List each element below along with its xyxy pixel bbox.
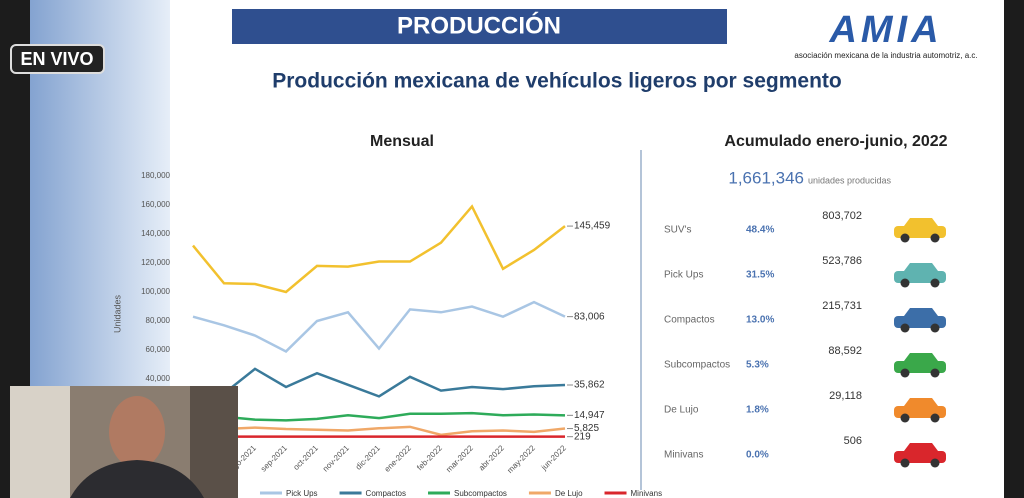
car-icon: [904, 218, 938, 226]
car-icon: [904, 263, 938, 271]
segment-label: SUV's: [664, 225, 691, 236]
segment-share: 5.3%: [746, 360, 769, 371]
segment-units: 803,702: [822, 210, 862, 222]
y-tick-label: 140,000: [141, 229, 170, 238]
segment-share: 1.8%: [746, 405, 769, 416]
car-icon: [904, 353, 938, 361]
y-tick-label: 180,000: [141, 171, 170, 180]
data-label: 35,862: [574, 380, 605, 391]
segment-units: 88,592: [828, 345, 862, 357]
car-wheel: [930, 413, 940, 423]
segment-share: 31.5%: [746, 270, 774, 281]
y-tick-label: 160,000: [141, 200, 170, 209]
segment-label: Minivans: [664, 450, 703, 461]
series-line: [192, 367, 566, 398]
car-wheel: [900, 323, 910, 333]
car-icon: [904, 443, 938, 451]
data-label: 14,947: [574, 410, 605, 421]
section-banner: [232, 9, 727, 44]
webcam-background: [190, 386, 238, 498]
car-wheel: [930, 458, 940, 468]
segment-label: Compactos: [664, 315, 715, 326]
car-wheel: [930, 368, 940, 378]
segment-label: Pick Ups: [664, 270, 703, 281]
segment-share: 48.4%: [746, 225, 774, 236]
series-line: [192, 411, 566, 422]
series-line: [192, 300, 566, 353]
segment-share: 0.0%: [746, 450, 769, 461]
legend-label: Pick Ups: [286, 489, 318, 498]
car-wheel: [930, 278, 940, 288]
y-axis-label: Unidades: [112, 294, 122, 333]
series-line: [192, 204, 566, 294]
data-label: 145,459: [574, 221, 611, 232]
logo-caption: asociación mexicana de la industria auto…: [794, 51, 977, 60]
segment-units: 506: [844, 435, 862, 447]
car-wheel: [900, 233, 910, 243]
car-wheel: [930, 233, 940, 243]
summary-total: 1,661,346: [728, 168, 804, 187]
webcam-person: [70, 460, 204, 498]
segment-label: De Lujo: [664, 405, 699, 416]
car-wheel: [930, 323, 940, 333]
data-label: 219: [574, 431, 591, 442]
car-icon: [904, 308, 938, 316]
legend-label: Minivans: [631, 489, 663, 498]
car-wheel: [900, 458, 910, 468]
live-badge-text: EN VIVO: [20, 49, 93, 69]
car-icon: [904, 398, 938, 406]
segment-units: 523,786: [822, 255, 862, 267]
webcam-inset: [10, 386, 238, 498]
y-tick-label: 80,000: [146, 316, 171, 325]
series-line: [192, 425, 566, 437]
legend-label: Subcompactos: [454, 489, 507, 498]
y-tick-label: 120,000: [141, 258, 170, 267]
segment-units: 29,118: [829, 390, 862, 402]
webcam-background: [10, 386, 70, 498]
legend-label: De Lujo: [555, 489, 583, 498]
segment-label: Subcompactos: [664, 360, 730, 371]
y-tick-label: 40,000: [146, 374, 171, 383]
segment-units: 215,731: [822, 300, 862, 312]
section-title: PRODUCCIÓN: [397, 11, 561, 39]
car-wheel: [900, 413, 910, 423]
legend-label: Compactos: [366, 489, 406, 498]
car-wheel: [900, 278, 910, 288]
summary-total-caption: unidades producidas: [808, 175, 892, 185]
segment-share: 13.0%: [746, 315, 774, 326]
y-tick-label: 100,000: [141, 287, 170, 296]
summary-title: Acumulado enero-junio, 2022: [724, 133, 947, 150]
webcam-person: [109, 396, 165, 468]
chart-title: Mensual: [370, 133, 434, 150]
page-title: Producción mexicana de vehículos ligeros…: [272, 70, 842, 93]
frame-edge: [1004, 0, 1024, 498]
car-wheel: [900, 368, 910, 378]
data-label: 83,006: [574, 311, 605, 322]
live-badge: [10, 44, 105, 74]
logo: AMIA: [828, 9, 942, 51]
summary: SUV's 48.4% 803,702 Pick Ups 31.5% 523,786 Com…: [664, 210, 946, 468]
data-label: 5,825: [574, 423, 599, 434]
y-tick-label: 60,000: [146, 345, 171, 354]
